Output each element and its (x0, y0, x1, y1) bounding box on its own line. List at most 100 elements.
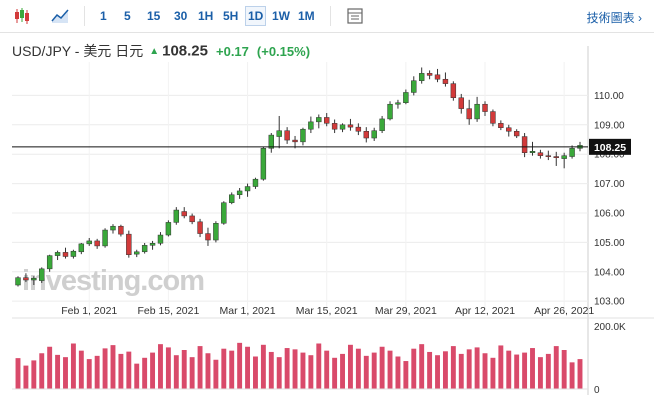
area-chart-type-icon[interactable] (50, 6, 70, 26)
volume-bar (173, 355, 179, 389)
candle-body (86, 240, 92, 245)
timeframe-1w[interactable]: 1W (272, 9, 290, 23)
timeframe-5[interactable]: 5 (124, 9, 131, 23)
candle-body (506, 127, 512, 132)
volume-bar (561, 350, 567, 389)
volume-bar (435, 355, 440, 389)
price-tick-label: 106.00 (594, 208, 625, 219)
candle-body (15, 277, 21, 286)
volume-bar (23, 365, 29, 389)
volume-bar (522, 352, 528, 389)
candle-body (308, 121, 314, 130)
volume-bar (213, 359, 219, 389)
candle-body (110, 225, 116, 231)
candle-body (236, 190, 243, 196)
volume-bar (316, 343, 322, 389)
timeframe-1h[interactable]: 1H (198, 9, 214, 23)
candle-body (537, 152, 544, 156)
candle-body (355, 126, 362, 132)
candle-body (229, 194, 235, 203)
volume-bar (577, 359, 583, 389)
candle-body (482, 103, 488, 112)
data-table-icon[interactable] (345, 6, 365, 26)
candle-body (403, 92, 409, 103)
timeframe-5h[interactable]: 5H (223, 9, 239, 23)
candle-body (561, 155, 567, 159)
timeframe-1[interactable]: 1 (100, 9, 107, 23)
candle-body (434, 74, 441, 80)
timeframe-1d[interactable]: 1D (245, 6, 267, 26)
volume-bar (181, 350, 187, 389)
volume-bar (569, 362, 575, 389)
price-tick-label: 110.00 (594, 91, 624, 102)
volume-bar (340, 353, 345, 389)
candle-body (244, 186, 251, 192)
candle-body (300, 128, 306, 143)
volume-bar (260, 344, 266, 389)
price-change-percent: (+0.15%) (256, 43, 311, 59)
volume-bar (150, 352, 156, 389)
candle-body (78, 243, 85, 253)
candle-body (221, 202, 227, 224)
volume-bar (229, 350, 235, 389)
volume-bar (371, 352, 377, 389)
volume-bar (514, 354, 520, 389)
chart-grid (12, 46, 654, 395)
technical-chart-label: 技術圖表 (586, 11, 635, 25)
volume-bar (268, 351, 274, 389)
candle-body (181, 211, 187, 217)
volume-bar (553, 346, 559, 389)
technical-chart-link[interactable]: 技術圖表 › (587, 9, 642, 26)
volume-bar (284, 348, 290, 389)
volume-bar (126, 351, 132, 389)
candle-body (450, 83, 457, 98)
candle-body (371, 130, 377, 139)
volume-bar (276, 357, 282, 389)
volume-bar (221, 348, 227, 389)
volume-bar (39, 353, 45, 389)
candle-body (149, 243, 156, 246)
chart-toolbar: 1 5 15 30 1H 5H 1D 1W 1M 技術圖表 › (0, 0, 654, 33)
volume-bar (450, 346, 456, 389)
candle-body (569, 148, 575, 157)
candle-body (252, 178, 259, 187)
candle-body (458, 97, 464, 109)
candle-body (426, 73, 433, 76)
date-tick-label: Mar 1, 2021 (220, 305, 276, 317)
candle-body (545, 155, 552, 157)
candle-body (490, 111, 496, 124)
volume-bar (442, 351, 448, 389)
timeframe-1m[interactable]: 1M (298, 9, 315, 23)
volume-bar (498, 345, 504, 389)
toolbar-divider (330, 6, 331, 26)
current-price-badge (589, 138, 631, 155)
candle-body (46, 255, 53, 270)
candle-body (339, 124, 346, 130)
price-change: +0.17 (216, 43, 249, 59)
timeframe-15[interactable]: 15 (147, 9, 161, 23)
volume-bar (363, 355, 369, 389)
candle-body (70, 250, 77, 257)
candle-body (379, 118, 385, 131)
candle-body (411, 80, 417, 93)
volume-bar (458, 353, 464, 389)
volume-bar (506, 350, 512, 389)
candlestick-series (15, 67, 583, 287)
toolbar-divider (84, 6, 85, 26)
volume-bar (324, 350, 330, 389)
candle-body (418, 73, 425, 81)
candlestick-type-icon[interactable] (12, 6, 32, 26)
timeframe-30[interactable]: 30 (174, 9, 188, 23)
price-tick-label: 103.00 (594, 297, 625, 308)
candle-body (39, 268, 45, 281)
volume-bar (55, 354, 61, 389)
volume-bar (395, 356, 401, 389)
volume-bar (78, 350, 84, 389)
volume-bar (292, 349, 298, 389)
volume-bar (466, 349, 472, 389)
candle-body (395, 102, 401, 105)
candle-body (102, 229, 108, 247)
candle-body (498, 123, 504, 128)
candle-body (23, 277, 29, 281)
